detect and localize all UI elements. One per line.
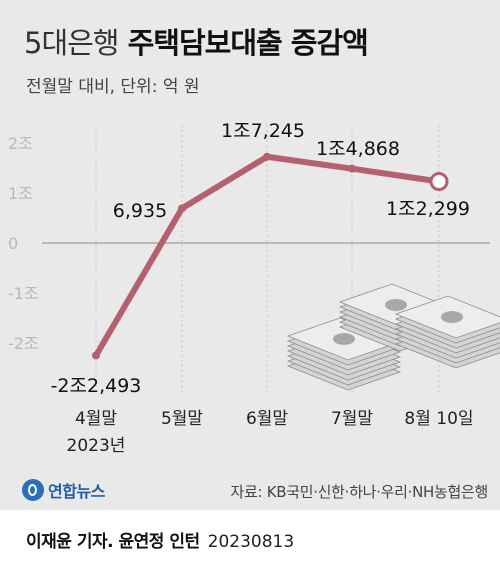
data-points bbox=[92, 152, 449, 360]
data-point-latest bbox=[429, 172, 449, 192]
x-tick-label: 4월말 bbox=[75, 409, 117, 429]
credit-names: 이재윤 기자. 윤연정 인턴 bbox=[26, 532, 200, 552]
title-main: 주택담보대출 증감액 bbox=[127, 26, 369, 60]
y-tick-label: -1조 bbox=[8, 284, 39, 303]
data-label: 1조4,868 bbox=[316, 138, 400, 160]
yonhap-logo-icon bbox=[22, 479, 44, 501]
data-label: 1조7,245 bbox=[221, 120, 305, 142]
chart-panel bbox=[0, 0, 500, 510]
x-tick-label: 5월말 bbox=[161, 409, 203, 429]
banknote-portrait bbox=[333, 333, 355, 345]
banknote-portrait bbox=[441, 311, 463, 323]
x-tick-label: 6월말 bbox=[246, 409, 288, 429]
x-tick-label: 8월 10일 bbox=[404, 409, 473, 429]
data-point bbox=[92, 351, 100, 360]
y-axis-ticks: 2조 1조 0 -1조 -2조 bbox=[8, 134, 490, 353]
y-tick-label: 0 bbox=[8, 234, 18, 253]
x-axis-ticks: 4월말 2023년 5월말 6월말 7월말 8월 10일 bbox=[67, 409, 474, 456]
data-label: -2조2,493 bbox=[51, 375, 142, 397]
credit-date: 20230813 bbox=[207, 532, 295, 552]
y-tick-label: 2조 bbox=[8, 134, 33, 153]
chart-title: 5대은행 주택담보대출 증감액 bbox=[24, 20, 369, 62]
credit-line: 이재윤 기자. 윤연정 인턴 20230813 bbox=[26, 527, 294, 552]
data-point bbox=[178, 204, 186, 213]
source-note: 자료: KB국민·신한·하나·우리·NH농협은행 bbox=[230, 483, 488, 501]
title-bank-group: 5대은행 bbox=[24, 26, 119, 60]
data-point bbox=[263, 152, 271, 161]
data-label: 6,935 bbox=[113, 200, 167, 222]
banknote-portrait bbox=[385, 299, 407, 311]
money-stack-illustration bbox=[286, 283, 500, 391]
y-tick-label: 1조 bbox=[8, 184, 33, 203]
data-labels: -2조2,493 6,935 1조7,245 1조4,868 1조2,299 bbox=[51, 120, 470, 397]
logo-text: 연합뉴스 bbox=[48, 482, 105, 501]
data-point bbox=[348, 164, 356, 173]
data-label: 1조2,299 bbox=[386, 198, 470, 220]
line-chart: 2조 1조 0 -1조 -2조 4월말 2023년 5월말 6월말 7월말 8월 10일 -2조2… bbox=[8, 120, 500, 456]
x-tick-label-year: 2023년 bbox=[67, 436, 126, 456]
chart-subtitle: 전월말 대비, 단위: 억 원 bbox=[26, 77, 200, 97]
x-tick-label: 7월말 bbox=[331, 409, 373, 429]
yonhap-logo: 연합뉴스 bbox=[22, 478, 105, 502]
y-tick-label: -2조 bbox=[8, 334, 39, 353]
